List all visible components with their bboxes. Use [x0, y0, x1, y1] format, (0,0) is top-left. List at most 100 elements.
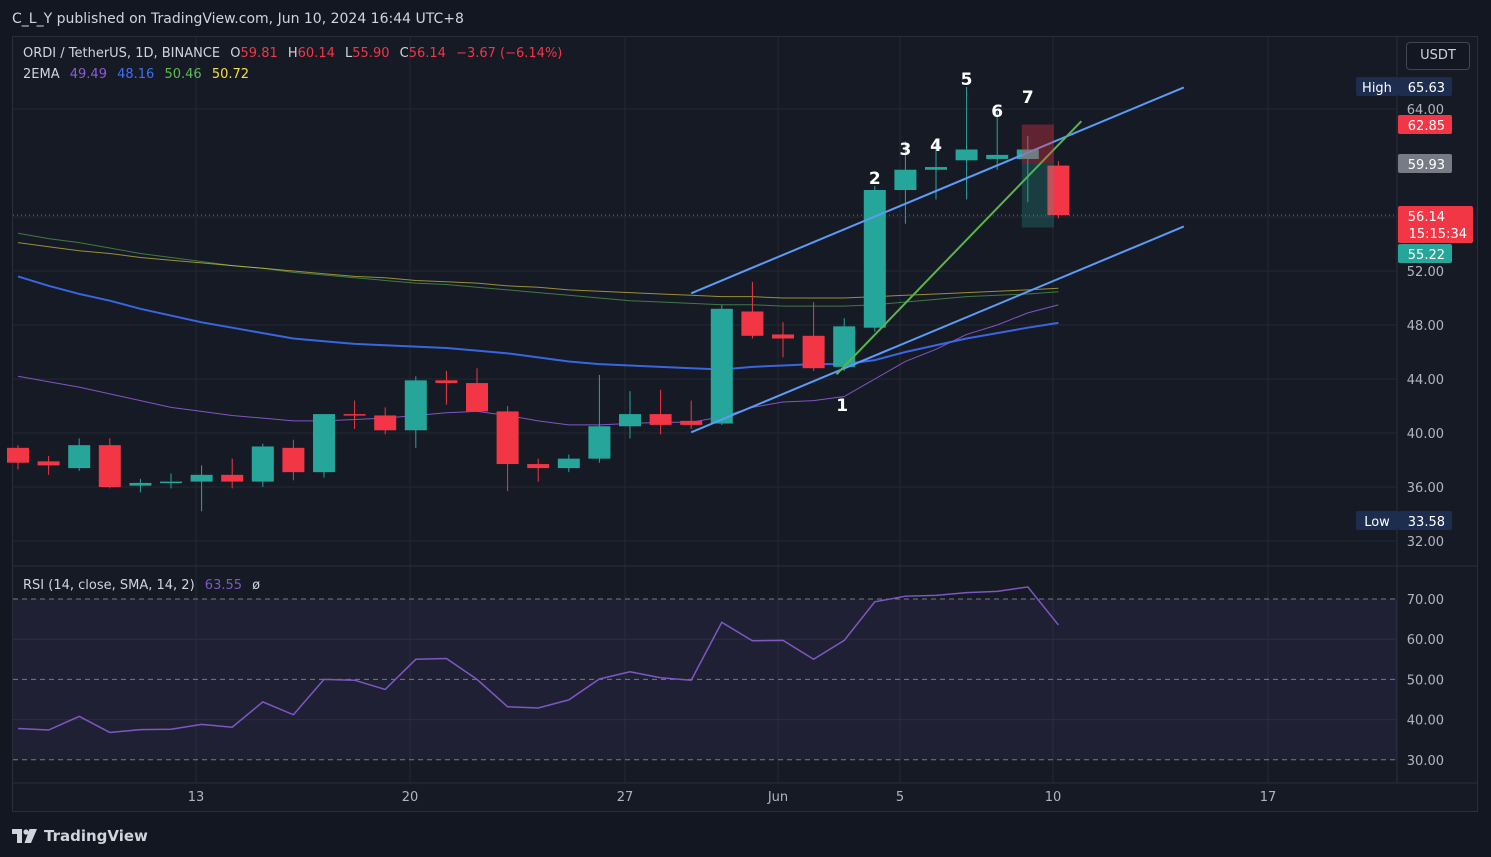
candle-body-19: [557, 458, 580, 469]
candle-8: [221, 458, 244, 489]
open-value: 59.81: [240, 46, 278, 61]
position-target-zone: [1021, 163, 1054, 228]
ema-value-3: 50.46: [164, 67, 202, 82]
rsi-band: [13, 599, 1397, 760]
channel-lower-line: [690, 225, 1185, 434]
green-level-badge: 55.22: [1398, 244, 1452, 263]
candle-26: [772, 322, 794, 358]
ema-line-1: [17, 304, 1059, 426]
tradingview-logo-icon: [12, 829, 37, 843]
candle-9: [251, 443, 274, 487]
price-tick-5: 36.00: [1407, 481, 1444, 496]
candle-body-31: [925, 167, 947, 170]
candle-6: [160, 473, 182, 489]
candle-20: [588, 374, 611, 463]
ema-legend[interactable]: 2EMA 49.49 48.16 50.46 50.72: [23, 67, 249, 82]
red-level-badge-value: 62.85: [1408, 119, 1445, 134]
candle-body-4: [98, 445, 121, 487]
symbol-legend[interactable]: ORDI / TetherUS, 1D, BINANCE O59.81 H60.…: [23, 46, 562, 61]
candle-28: [833, 318, 856, 371]
rsi-tick-4: 30.00: [1407, 754, 1444, 769]
candle-13: [374, 407, 397, 435]
footer-brand[interactable]: TradingView: [12, 826, 148, 846]
low-badge-bg: [1398, 511, 1452, 530]
candle-14: [404, 376, 427, 448]
candle-body-6: [160, 481, 182, 484]
time-tick-3: Jun: [767, 790, 788, 805]
candle-body-22: [649, 414, 672, 425]
top-bar: C_L_Y published on TradingView.com, Jun …: [0, 0, 1491, 36]
candle-body-15: [435, 380, 458, 384]
low-badge-label: Low: [1364, 515, 1390, 530]
candle-body-1: [7, 447, 29, 463]
close-value: 56.14: [408, 46, 446, 61]
high-badge: 65.63 High: [1356, 77, 1452, 96]
candle-4: [98, 438, 121, 489]
ema-line-2: [17, 275, 1059, 371]
high-badge-label: High: [1362, 81, 1392, 96]
candle-7: [190, 465, 213, 512]
price-tick-6: 32.00: [1407, 535, 1444, 550]
rsi-tick-3: 40.00: [1407, 714, 1444, 729]
last-price-badge-bg: [1398, 206, 1473, 243]
candle-body-20: [588, 426, 611, 459]
gray-level-badge: 59.93: [1398, 154, 1452, 173]
candle-30: [894, 141, 917, 224]
currency-button[interactable]: USDT: [1406, 42, 1470, 70]
candle-body-30: [894, 169, 917, 190]
candle-body-18: [527, 464, 550, 469]
candle-27: [802, 302, 825, 371]
candle-body-28: [833, 326, 856, 367]
candle-34: [1016, 136, 1039, 203]
candle-body-8: [221, 474, 244, 482]
candle-body-21: [619, 414, 641, 427]
wave-label-1: 1: [836, 396, 848, 416]
candle-16: [466, 368, 488, 412]
red-level-badge: 62.85: [1398, 115, 1452, 134]
candle-22: [649, 389, 672, 435]
high-value: 60.14: [297, 46, 335, 61]
low-label: L: [345, 46, 353, 61]
last-price-value: 56.14: [1408, 210, 1445, 225]
candle-body-16: [466, 383, 488, 412]
red-level-badge-bg: [1398, 115, 1452, 134]
chart-frame[interactable]: [12, 36, 1478, 812]
candle-18: [527, 458, 550, 482]
candle-body-11: [313, 414, 335, 473]
footer-text: TradingView: [44, 827, 148, 845]
candle-body-7: [190, 474, 213, 482]
time-tick-6: 17: [1260, 790, 1277, 805]
rsi-extra: ø: [252, 578, 261, 593]
candle-15: [435, 370, 458, 405]
candle-body-17: [496, 411, 519, 465]
candle-body-34: [1016, 149, 1039, 159]
candle-body-33: [986, 154, 1009, 159]
open-label: O: [230, 46, 241, 61]
candle-body-3: [68, 445, 91, 469]
rsi-legend[interactable]: RSI (14, close, SMA, 14, 2) 63.55 ø: [23, 578, 260, 593]
close-label: C: [399, 46, 409, 61]
candle-body-9: [251, 446, 274, 482]
green-level-badge-bg: [1398, 244, 1452, 263]
price-tick-1: 52.00: [1407, 265, 1444, 280]
change-value: −3.67 (−6.14%): [456, 46, 563, 61]
ema-value-2: 48.16: [117, 67, 155, 82]
candle-10: [282, 439, 305, 481]
gray-level-badge-value: 59.93: [1408, 158, 1445, 173]
candle-body-10: [282, 447, 305, 473]
channel-upper-line: [690, 86, 1185, 295]
candle-body-35: [1047, 165, 1070, 216]
candle-33: [986, 111, 1009, 170]
candle-23: [680, 400, 703, 429]
time-tick-5: 10: [1045, 790, 1062, 805]
price-tick-4: 40.00: [1407, 427, 1444, 442]
candle-21: [619, 391, 641, 439]
candle-31: [925, 138, 947, 200]
candle-body-27: [802, 335, 825, 369]
candle-body-12: [343, 414, 366, 416]
candle-12: [343, 400, 366, 429]
trend-line: [835, 120, 1083, 375]
candle-29: [863, 185, 886, 332]
candle-body-5: [129, 482, 152, 486]
